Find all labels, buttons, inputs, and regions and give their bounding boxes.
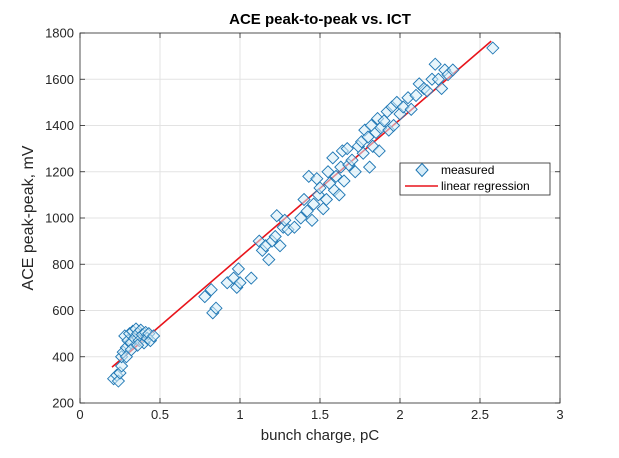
x-tick-label: 2.5 [471,407,489,422]
y-tick-label: 600 [52,303,74,318]
data-point [114,359,129,373]
tick-labels: 0 0.5 1 1.5 2 2.5 3 200 400 600 800 1000 1200 1400 160… [45,26,564,423]
data-point [404,102,418,116]
x-tick-label: 3 [556,407,563,422]
data-point [332,188,346,202]
data-point [146,329,161,343]
y-tick-label: 200 [52,396,74,411]
data-point [345,153,359,167]
y-tick-label: 1800 [45,26,74,41]
chart-title: ACE peak-to-peak vs. ICT [229,11,411,28]
data-point [420,84,434,98]
data-point [294,211,308,225]
x-axis-label: bunch charge, pC [261,427,380,444]
y-tick-label: 1200 [45,164,74,179]
data-point [326,151,340,165]
data-point [348,165,362,179]
y-tick-label: 1600 [45,72,74,87]
data-point [356,146,370,160]
y-tick-label: 800 [52,257,74,272]
data-point [486,41,500,55]
data-point [319,192,334,207]
data-point [337,174,351,188]
y-tick-label: 1000 [45,211,74,226]
legend-label-measured: measured [441,163,494,177]
x-tick-label: 1 [236,407,243,422]
data-point [297,192,311,207]
data-point [287,220,302,234]
data-point [262,252,276,267]
ticks [79,32,561,404]
data-point [119,350,134,364]
x-tick-label: 1.5 [311,407,329,422]
data-point [198,289,212,304]
data-point [244,271,258,285]
data-point [111,374,126,388]
data-point [428,57,442,71]
y-axis-label: ACE peak-peak, mV [20,145,37,290]
data-point [306,197,321,211]
data-point [446,63,460,77]
data-point [231,262,246,276]
data-point [130,338,145,352]
x-tick-label: 0.5 [151,407,169,422]
y-tick-label: 400 [52,349,74,364]
legend-marker-measured [415,162,429,178]
data-point [372,144,386,158]
data-point [340,141,354,156]
points-layer [106,41,500,388]
data-point [268,229,282,244]
data-point [270,209,284,223]
data-point [366,139,380,153]
data-point [434,81,449,96]
legend: measured linear regression [399,162,551,196]
y-tick-label: 1400 [45,118,74,133]
x-tick-label: 0 [76,407,83,422]
grid [80,33,560,403]
data-point [409,88,423,103]
data-point [204,283,218,297]
data-point [305,213,319,227]
data-point [386,118,401,133]
data-point [273,239,287,253]
legend-label-regression: linear regression [441,179,530,193]
data-point [313,181,327,195]
data-point [209,301,223,315]
data-point [300,204,314,218]
data-point [362,160,377,174]
x-tick-label: 2 [396,407,403,422]
data-point [233,276,247,290]
